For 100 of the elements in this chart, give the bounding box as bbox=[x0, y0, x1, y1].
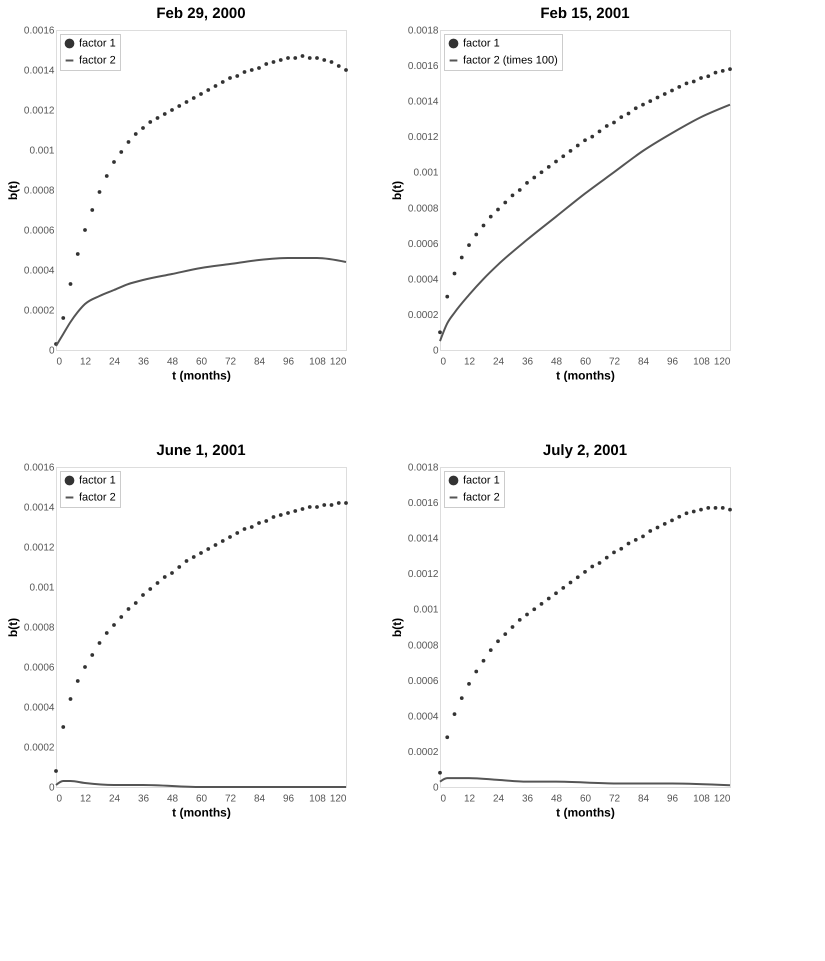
point bbox=[728, 67, 732, 71]
point bbox=[242, 527, 246, 531]
point bbox=[235, 74, 240, 78]
point bbox=[278, 58, 283, 62]
point bbox=[177, 104, 182, 108]
point bbox=[452, 272, 456, 276]
point bbox=[112, 160, 116, 164]
point bbox=[612, 550, 616, 554]
point bbox=[162, 575, 167, 579]
point bbox=[330, 60, 334, 64]
y-axis-title: b(t) bbox=[390, 618, 404, 638]
point bbox=[604, 124, 609, 128]
point bbox=[692, 80, 696, 84]
x-tick-label: 84 bbox=[638, 356, 650, 368]
y-tick-label: 0.0008 bbox=[24, 622, 55, 634]
x-tick-label: 120 bbox=[714, 356, 731, 368]
legend-label: factor 1 bbox=[463, 474, 500, 486]
point bbox=[192, 96, 196, 100]
y-tick-label: 0.001 bbox=[29, 582, 55, 594]
point bbox=[272, 60, 276, 64]
x-tick-label: 24 bbox=[492, 356, 504, 368]
y-axis-title: b(t) bbox=[6, 180, 20, 200]
y-tick-label: 0 bbox=[432, 346, 439, 356]
x-tick-label: 60 bbox=[580, 794, 592, 804]
legend-label: factor 1 bbox=[79, 474, 116, 486]
point bbox=[148, 587, 152, 591]
y-axis-title: b(t) bbox=[6, 618, 20, 638]
point bbox=[720, 506, 725, 510]
point bbox=[293, 56, 298, 60]
point bbox=[525, 181, 529, 185]
x-tick-label: 120 bbox=[330, 356, 347, 368]
x-tick-label: 84 bbox=[254, 356, 266, 368]
point bbox=[684, 81, 688, 86]
y-tick-label: 0.0012 bbox=[24, 106, 55, 116]
point bbox=[648, 529, 652, 533]
legend-label: factor 1 bbox=[463, 38, 500, 50]
x-tick-label: 108 bbox=[309, 356, 326, 368]
x-tick-label: 72 bbox=[608, 794, 620, 804]
point bbox=[583, 138, 587, 142]
point bbox=[503, 632, 508, 636]
y-tick-label: 0.0002 bbox=[408, 746, 439, 758]
point bbox=[220, 539, 225, 543]
y-tick-label: 0.0016 bbox=[408, 498, 439, 510]
point bbox=[206, 88, 210, 92]
point bbox=[104, 174, 109, 178]
point bbox=[488, 214, 493, 219]
point bbox=[532, 607, 536, 612]
x-tick-label: 60 bbox=[196, 356, 208, 368]
point bbox=[438, 770, 442, 775]
point bbox=[706, 74, 710, 78]
x-tick-label: 24 bbox=[108, 794, 120, 804]
point bbox=[104, 631, 109, 635]
point bbox=[214, 543, 218, 547]
x-tick-label: 72 bbox=[608, 356, 620, 368]
y-tick-label: 0.0008 bbox=[408, 640, 439, 652]
y-tick-label: 0.0008 bbox=[408, 203, 439, 214]
point bbox=[518, 618, 522, 622]
point bbox=[634, 538, 638, 542]
point bbox=[199, 551, 203, 555]
point bbox=[83, 665, 87, 669]
y-tick-label: 0.0006 bbox=[408, 238, 439, 250]
point bbox=[286, 56, 290, 60]
point bbox=[619, 546, 624, 551]
y-tick-label: 0.0016 bbox=[24, 26, 55, 36]
point bbox=[496, 208, 500, 212]
x-tick-label: 12 bbox=[80, 356, 92, 368]
point bbox=[568, 580, 572, 584]
point bbox=[344, 68, 348, 72]
point bbox=[474, 670, 478, 674]
x-tick-label: 12 bbox=[464, 794, 476, 804]
point bbox=[488, 648, 493, 652]
point bbox=[134, 132, 138, 136]
point bbox=[272, 515, 276, 519]
point bbox=[322, 58, 326, 62]
point bbox=[706, 506, 710, 510]
point bbox=[61, 316, 66, 320]
x-axis-title: t (months) bbox=[556, 368, 615, 382]
x-tick-label: 12 bbox=[464, 356, 476, 368]
point bbox=[474, 232, 478, 236]
point bbox=[98, 190, 102, 194]
y-tick-label: 0.0006 bbox=[408, 676, 439, 687]
point bbox=[170, 108, 174, 112]
x-tick-label: 12 bbox=[80, 794, 92, 804]
point bbox=[677, 514, 682, 519]
point bbox=[257, 66, 261, 70]
point bbox=[540, 602, 544, 606]
point bbox=[293, 509, 298, 513]
point bbox=[604, 556, 609, 560]
point bbox=[546, 596, 551, 600]
point bbox=[561, 586, 566, 590]
x-tick-label: 60 bbox=[196, 794, 208, 804]
point bbox=[503, 200, 508, 204]
point bbox=[141, 126, 145, 130]
point bbox=[720, 69, 725, 73]
point bbox=[641, 534, 645, 538]
point bbox=[264, 62, 268, 66]
point bbox=[228, 76, 232, 80]
point bbox=[68, 697, 72, 701]
x-tick-label: 96 bbox=[666, 794, 678, 804]
point bbox=[170, 571, 174, 575]
